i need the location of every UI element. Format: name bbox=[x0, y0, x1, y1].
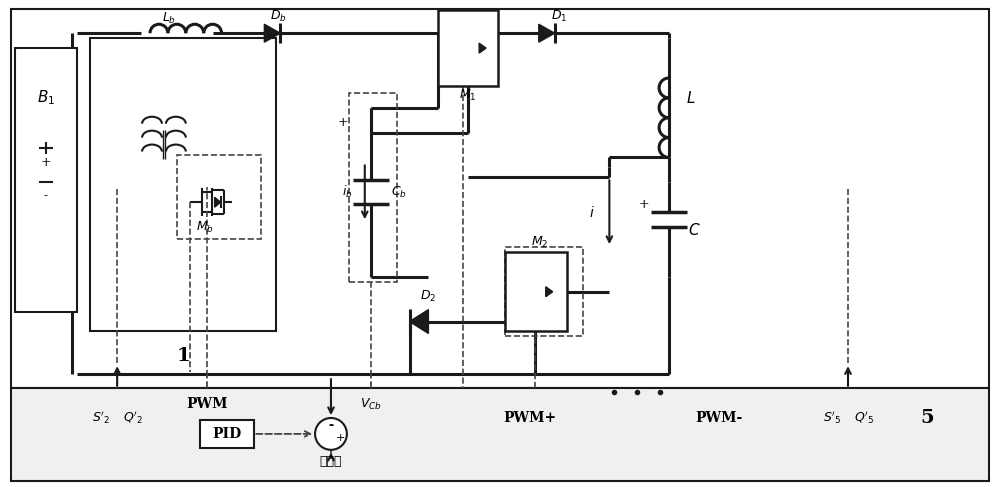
Bar bbox=[11, 388, 989, 481]
Text: $D_1$: $D_1$ bbox=[551, 9, 568, 24]
Text: PWM-: PWM- bbox=[695, 411, 742, 425]
Bar bbox=[505, 247, 583, 337]
Bar bbox=[177, 154, 261, 239]
Polygon shape bbox=[410, 310, 428, 334]
Text: $L_b$: $L_b$ bbox=[162, 11, 176, 26]
Text: $M_1$: $M_1$ bbox=[459, 88, 477, 103]
Polygon shape bbox=[215, 197, 221, 207]
Text: $Q'_5$: $Q'_5$ bbox=[854, 410, 874, 426]
Text: $i_b$: $i_b$ bbox=[342, 184, 352, 200]
Text: +: + bbox=[336, 433, 346, 443]
Text: $L$: $L$ bbox=[686, 90, 696, 106]
Bar bbox=[505, 252, 567, 332]
Text: $D_2$: $D_2$ bbox=[420, 289, 437, 304]
Bar bbox=[200, 420, 254, 448]
Polygon shape bbox=[264, 24, 280, 42]
Text: 5: 5 bbox=[921, 409, 934, 427]
Bar bbox=[90, 38, 276, 332]
Text: $i$: $i$ bbox=[589, 205, 594, 220]
Circle shape bbox=[315, 418, 347, 450]
Text: +: + bbox=[338, 116, 348, 129]
Text: -: - bbox=[328, 419, 334, 432]
Bar bbox=[15, 48, 77, 312]
Text: $S'_2$: $S'_2$ bbox=[92, 410, 110, 426]
Text: PID: PID bbox=[212, 427, 241, 441]
Bar bbox=[11, 9, 989, 388]
Text: $M_2$: $M_2$ bbox=[531, 234, 548, 249]
Polygon shape bbox=[479, 43, 486, 53]
Text: +: + bbox=[40, 156, 51, 169]
Text: $D_b$: $D_b$ bbox=[270, 9, 287, 24]
Bar bbox=[438, 10, 498, 86]
Text: $Q'_2$: $Q'_2$ bbox=[123, 410, 143, 426]
Text: PWM: PWM bbox=[186, 397, 227, 411]
Polygon shape bbox=[546, 287, 553, 297]
Text: $B_1$: $B_1$ bbox=[37, 89, 55, 107]
Text: +: + bbox=[639, 198, 649, 211]
Text: $S'_5$: $S'_5$ bbox=[823, 410, 841, 426]
Bar bbox=[349, 93, 397, 282]
Text: $M_b$: $M_b$ bbox=[196, 220, 214, 235]
Text: 设定值: 设定值 bbox=[320, 455, 342, 468]
Polygon shape bbox=[539, 24, 555, 42]
Text: PWM+: PWM+ bbox=[503, 411, 556, 425]
Text: $V_{Cb}$: $V_{Cb}$ bbox=[360, 396, 382, 412]
Text: 1: 1 bbox=[177, 347, 191, 365]
Text: -: - bbox=[44, 189, 48, 202]
Text: $C_b$: $C_b$ bbox=[391, 185, 407, 200]
Text: $C$: $C$ bbox=[688, 222, 700, 238]
